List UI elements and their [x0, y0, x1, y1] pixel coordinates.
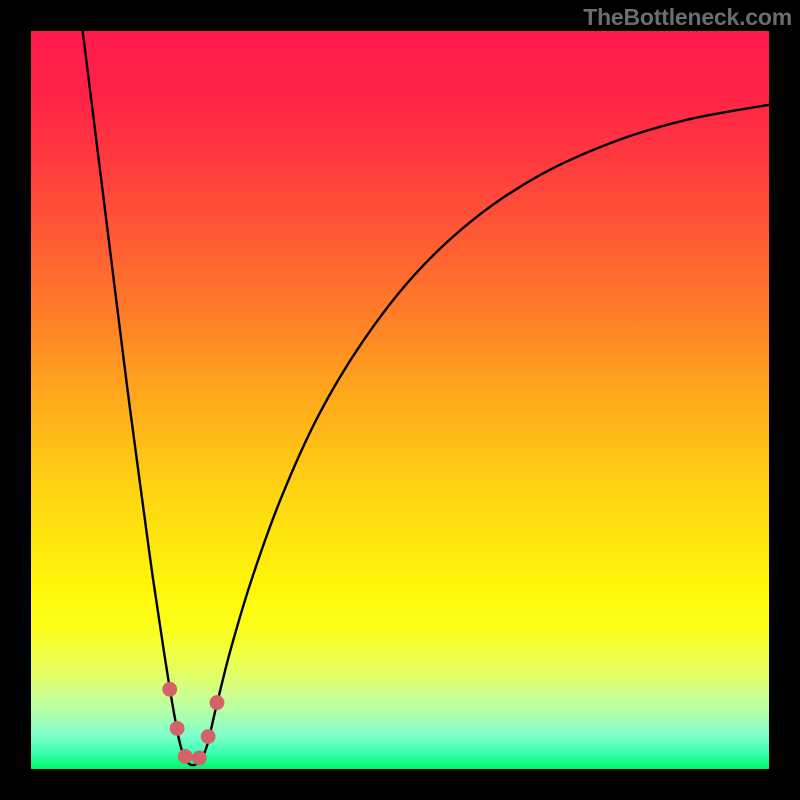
marker-point: [201, 729, 216, 744]
canvas-root: TheBottleneck.com: [0, 0, 800, 800]
marker-point: [192, 751, 207, 766]
marker-point: [170, 721, 185, 736]
plot-area: [31, 31, 769, 769]
bottleneck-curve: [83, 31, 769, 765]
marker-point: [178, 749, 193, 764]
marker-point: [162, 682, 177, 697]
watermark-text: TheBottleneck.com: [583, 4, 792, 31]
curve-layer: [31, 31, 769, 769]
marker-point: [210, 695, 225, 710]
